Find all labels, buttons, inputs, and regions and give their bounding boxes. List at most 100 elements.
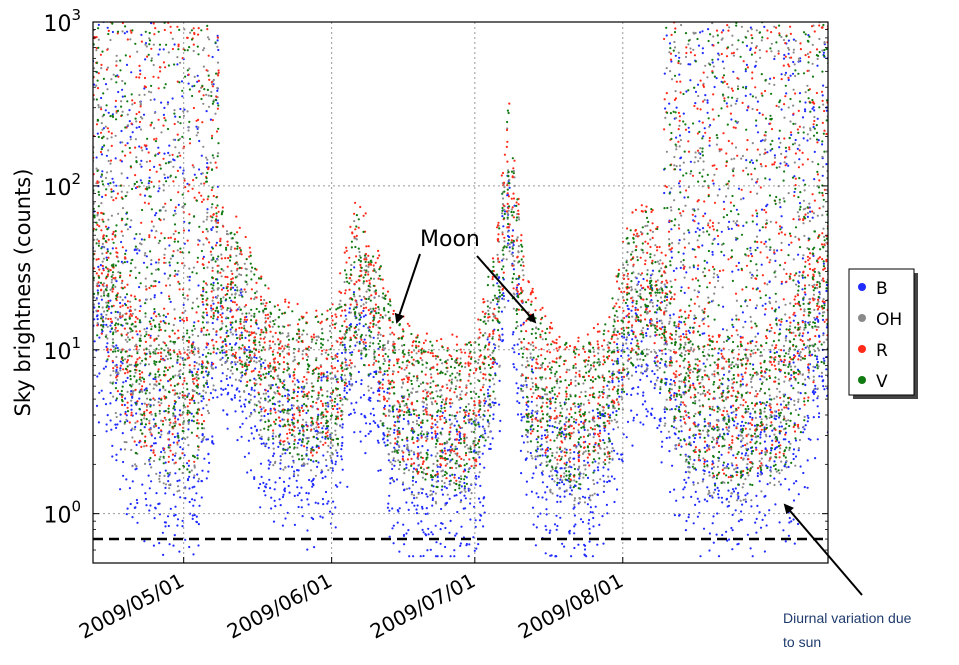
point-R — [201, 300, 204, 304]
point-R — [138, 64, 141, 67]
point-R — [191, 342, 194, 345]
point-V — [205, 366, 208, 369]
point-B — [348, 388, 351, 391]
point-R — [130, 393, 133, 396]
point-V — [107, 270, 110, 273]
point-V — [245, 365, 249, 368]
point-R — [163, 416, 166, 419]
point-R — [99, 131, 103, 134]
point-V — [101, 180, 104, 183]
point-R — [303, 445, 306, 448]
point-OH — [164, 247, 167, 250]
point-B — [297, 380, 300, 384]
point-V — [139, 337, 142, 340]
point-V — [102, 320, 105, 323]
point-B — [369, 430, 372, 433]
point-V — [343, 303, 346, 306]
point-OH — [143, 93, 146, 96]
point-B — [202, 290, 205, 293]
point-B — [100, 313, 103, 316]
point-V — [357, 258, 360, 262]
point-V — [305, 404, 308, 407]
point-R — [198, 90, 201, 93]
point-B — [210, 307, 213, 310]
point-V — [162, 373, 165, 377]
plot-layer — [90, 22, 828, 558]
point-OH — [111, 344, 114, 347]
point-V — [302, 329, 305, 332]
point-B — [262, 481, 265, 484]
point-R — [161, 420, 165, 423]
point-B — [355, 401, 358, 404]
point-OH — [104, 176, 108, 180]
point-R — [145, 444, 148, 447]
point-B — [267, 372, 270, 375]
point-R — [186, 405, 189, 408]
point-B — [119, 413, 122, 416]
point-B — [109, 391, 112, 395]
point-OH — [197, 448, 200, 451]
point-V — [344, 397, 347, 400]
point-B — [322, 375, 325, 378]
point-OH — [389, 333, 392, 336]
point-R — [435, 339, 438, 342]
point-B — [111, 247, 114, 250]
point-B — [369, 399, 372, 402]
point-OH — [334, 357, 337, 360]
point-R — [339, 341, 342, 344]
point-OH — [296, 446, 299, 449]
point-OH — [190, 469, 193, 472]
point-V — [193, 401, 196, 405]
point-B — [369, 372, 372, 375]
point-R — [139, 105, 142, 108]
point-R — [212, 362, 215, 365]
point-R — [217, 210, 220, 213]
point-R — [350, 362, 353, 365]
point-OH — [398, 468, 401, 471]
point-V — [272, 366, 275, 369]
point-R — [210, 81, 213, 84]
point-B — [270, 496, 273, 499]
point-V — [182, 293, 185, 296]
point-V — [410, 429, 413, 432]
point-R — [216, 107, 219, 110]
point-R — [188, 398, 191, 401]
point-OH — [410, 493, 413, 496]
point-B — [430, 531, 433, 534]
point-R — [234, 328, 238, 331]
point-R — [298, 330, 301, 333]
point-OH — [435, 502, 438, 505]
point-R — [301, 380, 304, 383]
point-R — [152, 449, 155, 452]
point-V — [115, 81, 118, 84]
point-V — [201, 84, 204, 87]
point-B — [255, 428, 258, 431]
point-OH — [133, 428, 136, 431]
point-R — [211, 134, 214, 137]
point-B — [410, 413, 413, 416]
point-V — [101, 50, 104, 53]
point-OH — [343, 280, 346, 284]
point-R — [100, 211, 103, 214]
point-V — [254, 384, 257, 387]
point-V — [177, 434, 180, 437]
point-V — [436, 384, 440, 387]
point-B — [245, 417, 248, 420]
point-B — [188, 475, 191, 478]
point-V — [120, 393, 123, 396]
point-OH — [172, 138, 175, 141]
point-OH — [98, 218, 101, 221]
point-V — [159, 167, 162, 170]
point-V — [131, 329, 134, 332]
point-R — [122, 368, 125, 371]
point-R — [377, 331, 380, 334]
point-B — [90, 53, 92, 55]
point-B — [133, 506, 136, 509]
point-R — [406, 398, 409, 401]
point-B — [336, 407, 339, 411]
point-B — [221, 372, 224, 375]
point-OH — [205, 404, 208, 407]
point-R — [157, 118, 160, 121]
point-B — [360, 382, 363, 386]
point-B — [234, 363, 237, 366]
